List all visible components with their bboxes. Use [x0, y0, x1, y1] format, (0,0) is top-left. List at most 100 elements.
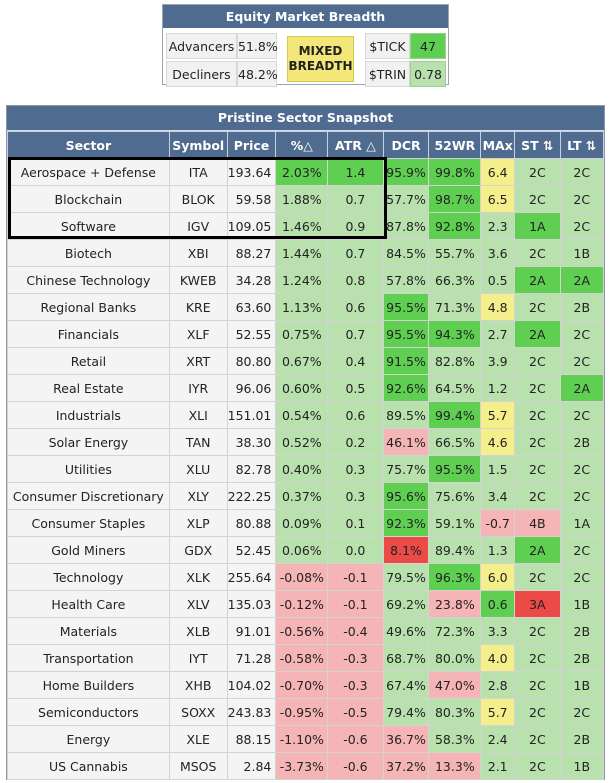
max-cell: 2.4: [480, 725, 516, 753]
52wr-cell: 99.8%: [428, 158, 482, 186]
dcr-cell: 95.5%: [382, 320, 430, 348]
col-header-symbol[interactable]: Symbol: [168, 131, 228, 159]
52wr-cell: 59.1%: [428, 509, 482, 537]
col-header-atr-change[interactable]: ATR △: [327, 131, 384, 159]
atr-change-cell: -0.1: [327, 590, 384, 618]
sector-name-cell: Solar Energy: [7, 428, 170, 456]
atr-change-cell: 0.6: [327, 293, 384, 321]
breadth-status-line1: MIXED: [298, 44, 343, 58]
price-cell: 63.60: [226, 293, 277, 321]
col-header-max[interactable]: MAx: [480, 131, 516, 159]
pct-change-cell: 1.24%: [275, 266, 329, 294]
52wr-cell: 95.5%: [428, 455, 482, 483]
table-row: Chinese Technology KWEB 34.28 1.24% 0.8 57.8%…: [7, 266, 605, 294]
max-cell: 4.0: [480, 644, 516, 672]
sector-name-cell: Energy: [7, 725, 170, 753]
atr-change-cell: -0.6: [327, 725, 384, 753]
symbol-cell: XLE: [168, 725, 228, 753]
col-header-st[interactable]: ST ⇅: [514, 131, 561, 159]
sector-name-cell: Biotech: [7, 239, 170, 267]
dcr-cell: 57.8%: [382, 266, 430, 294]
atr-change-cell: 0.4: [327, 347, 384, 375]
pct-change-cell: 0.75%: [275, 320, 329, 348]
lt-stage-cell: 1B: [559, 239, 605, 267]
st-stage-cell: 2C: [514, 725, 561, 753]
price-cell: 135.03: [226, 590, 277, 618]
lt-stage-cell: 2C: [559, 185, 605, 213]
decliners-label: Decliners: [166, 61, 237, 87]
dcr-cell: 87.8%: [382, 212, 430, 240]
st-stage-cell: 2C: [514, 644, 561, 672]
dcr-cell: 92.6%: [382, 374, 430, 402]
symbol-cell: MSOS: [168, 752, 228, 780]
lt-stage-cell: 2C: [559, 158, 605, 186]
symbol-cell: XLY: [168, 482, 228, 510]
price-cell: 88.27: [226, 239, 277, 267]
symbol-cell: XHB: [168, 671, 228, 699]
lt-stage-cell: 2C: [559, 212, 605, 240]
pct-change-cell: 0.37%: [275, 482, 329, 510]
atr-change-cell: 1.4: [327, 158, 384, 186]
sector-name-cell: Chinese Technology: [7, 266, 170, 294]
table-row: Transportation IYT 71.28 -0.58% -0.3 68.7% 80.…: [7, 644, 605, 672]
sector-name-cell: Technology: [7, 563, 170, 591]
table-row: Industrials XLI 151.01 0.54% 0.6 89.5% 99.4% 5.…: [7, 401, 605, 429]
52wr-cell: 98.7%: [428, 185, 482, 213]
atr-change-cell: -0.3: [327, 671, 384, 699]
atr-change-cell: 0.3: [327, 482, 384, 510]
table-row: Consumer Discretionary XLY 222.25 0.37% 0.3 9…: [7, 482, 605, 510]
table-row: Semiconductors SOXX 243.83 -0.95% -0.5 79.4% 8…: [7, 698, 605, 726]
pct-change-cell: 2.03%: [275, 158, 329, 186]
price-cell: 151.01: [226, 401, 277, 429]
table-row: Technology XLK 255.64 -0.08% -0.1 79.5% 96.3% 6…: [7, 563, 605, 591]
sector-snapshot-panel: Pristine Sector Snapshot Sector Symbol P…: [6, 105, 605, 780]
col-header-lt[interactable]: LT ⇅: [559, 131, 605, 159]
col-header-dcr[interactable]: DCR: [382, 131, 430, 159]
col-header-52wr[interactable]: 52WR: [428, 131, 482, 159]
52wr-cell: 58.3%: [428, 725, 482, 753]
lt-stage-cell: 2B: [559, 644, 605, 672]
max-cell: 3.3: [480, 617, 516, 645]
price-cell: 222.25: [226, 482, 277, 510]
52wr-cell: 89.4%: [428, 536, 482, 564]
st-stage-cell: 2C: [514, 185, 561, 213]
max-cell: 3.9: [480, 347, 516, 375]
dcr-cell: 79.5%: [382, 563, 430, 591]
dcr-cell: 69.2%: [382, 590, 430, 618]
st-stage-cell: 4B: [514, 509, 561, 537]
pct-change-cell: -0.95%: [275, 698, 329, 726]
sector-name-cell: Utilities: [7, 455, 170, 483]
col-header-pct-change[interactable]: %△: [275, 131, 329, 159]
sector-name-cell: Materials: [7, 617, 170, 645]
price-cell: 243.83: [226, 698, 277, 726]
pct-change-cell: 0.60%: [275, 374, 329, 402]
pct-change-cell: -0.56%: [275, 617, 329, 645]
sector-snapshot-title: Pristine Sector Snapshot: [7, 106, 604, 131]
col-header-sector[interactable]: Sector: [7, 131, 170, 159]
symbol-cell: IYR: [168, 374, 228, 402]
advancers-label: Advancers: [166, 33, 237, 59]
sector-name-cell: Retail: [7, 347, 170, 375]
symbol-cell: SOXX: [168, 698, 228, 726]
max-cell: 5.7: [480, 698, 516, 726]
atr-change-cell: 0.2: [327, 428, 384, 456]
pct-change-cell: 0.06%: [275, 536, 329, 564]
lt-stage-cell: 1B: [559, 590, 605, 618]
max-cell: 3.4: [480, 482, 516, 510]
col-header-price[interactable]: Price: [226, 131, 277, 159]
52wr-cell: 23.8%: [428, 590, 482, 618]
table-row: Solar Energy TAN 38.30 0.52% 0.2 46.1% 66.5% 4.…: [7, 428, 605, 456]
table-row: US Cannabis MSOS 2.84 -3.73% -0.6 37.2% 13.3% 2…: [7, 752, 605, 780]
dcr-cell: 8.1%: [382, 536, 430, 564]
st-stage-cell: 2C: [514, 239, 561, 267]
st-stage-cell: 2A: [514, 266, 561, 294]
lt-stage-cell: 1A: [559, 509, 605, 537]
52wr-cell: 75.6%: [428, 482, 482, 510]
price-cell: 88.15: [226, 725, 277, 753]
decliners-value: 48.2%: [237, 61, 278, 87]
max-cell: 3.6: [480, 239, 516, 267]
max-cell: 1.5: [480, 455, 516, 483]
sector-name-cell: Consumer Discretionary: [7, 482, 170, 510]
pct-change-cell: 1.44%: [275, 239, 329, 267]
st-stage-cell: 2C: [514, 482, 561, 510]
